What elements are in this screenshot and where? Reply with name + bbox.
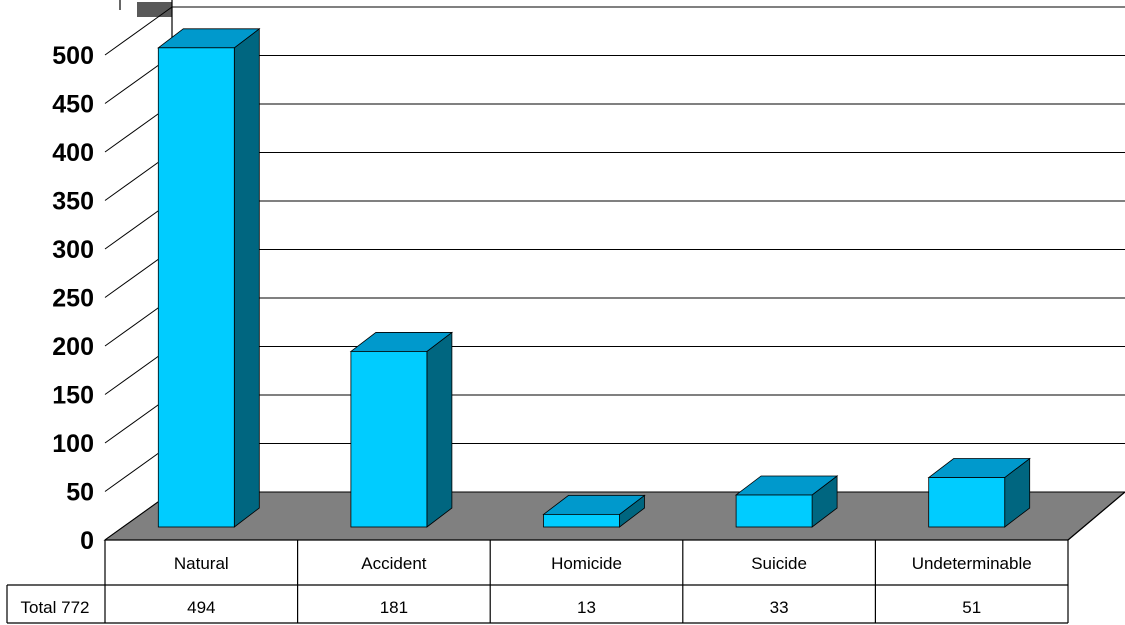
y-tick-label: 400 <box>52 139 94 167</box>
y-tick-label: 0 <box>80 527 94 555</box>
category-labels: Natural Accident Homicide Suicide Undetermin… <box>174 554 1032 573</box>
category-label: Suicide <box>751 554 807 573</box>
category-label: Homicide <box>551 554 622 573</box>
y-axis: 0 50 100 150 200 250 300 350 400 450 500 <box>52 42 94 555</box>
data-table: Total 772 Natural Accident Homicide Suicide… <box>6 491 1125 624</box>
category-label: Undeterminable <box>912 554 1032 573</box>
bar-front <box>735 494 813 528</box>
data-table-lines <box>6 491 1125 624</box>
floor-right-edge <box>1067 491 1125 541</box>
bar <box>349 331 454 528</box>
y-tick-label: 100 <box>52 430 94 458</box>
value-label: 13 <box>577 598 596 617</box>
y-tick-label: 500 <box>52 42 94 70</box>
y-tick-label: 250 <box>52 285 94 313</box>
y-tick-label: 150 <box>52 382 94 410</box>
bar-front <box>543 513 620 528</box>
bar-side <box>233 28 260 528</box>
total-label: Total 772 <box>21 598 90 617</box>
bar-front <box>350 351 428 528</box>
bars <box>157 28 1031 528</box>
category-label: Accident <box>361 554 426 573</box>
value-label: 181 <box>380 598 408 617</box>
y-tick-label: 350 <box>52 188 94 216</box>
bar <box>542 494 646 528</box>
bar <box>927 457 1031 528</box>
y-tick-label: 450 <box>52 91 94 119</box>
y-tick-label: 200 <box>52 333 94 361</box>
value-label: 494 <box>187 598 215 617</box>
bar <box>734 475 839 528</box>
bar-side <box>426 331 453 528</box>
y-tick-label: 300 <box>52 236 94 264</box>
y-tick-label: 50 <box>66 479 94 507</box>
value-label: 51 <box>962 598 981 617</box>
wall-corner-shadow <box>137 2 172 17</box>
gridline-diagonal <box>104 6 173 56</box>
bar <box>157 28 261 528</box>
value-label: 33 <box>770 598 789 617</box>
value-labels: 494 181 13 33 51 <box>187 598 981 617</box>
category-label: Natural <box>174 554 229 573</box>
bar-front <box>157 47 235 528</box>
bar-front <box>928 477 1006 528</box>
